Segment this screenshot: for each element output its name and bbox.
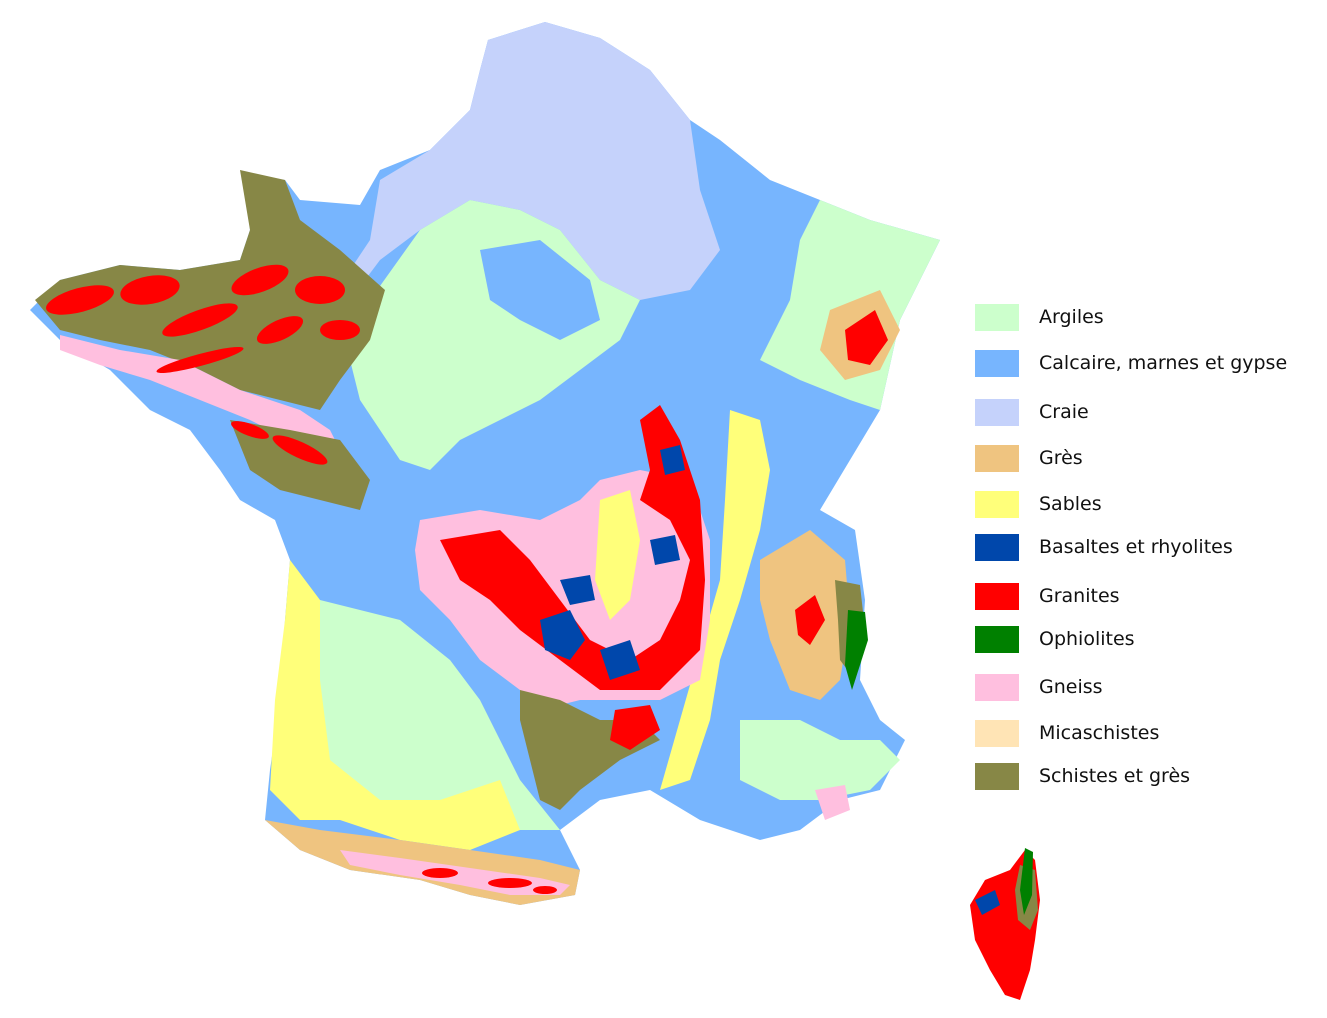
calcaire-paris-center	[480, 240, 600, 340]
ophiolites-alpes	[845, 610, 868, 690]
legend-label-ophiolites: Ophiolites	[1039, 628, 1135, 650]
legend-swatch-micaschistes	[975, 719, 1019, 747]
gneiss-bretagne	[60, 335, 350, 470]
sables-rhone	[660, 410, 770, 790]
legend-swatch-calcaire	[975, 349, 1019, 377]
legend-label-granites: Granites	[1039, 585, 1120, 607]
granites-bretagne	[46, 264, 360, 465]
legend-item-schistes: Schistes et grès	[975, 761, 1190, 791]
legend-item-calcaire: Calcaire, marnes et gypse	[975, 348, 1287, 378]
legend-swatch-sables	[975, 490, 1019, 518]
legend-label-schistes: Schistes et grès	[1039, 765, 1191, 787]
granites-vosges	[845, 310, 888, 365]
legend-item-gneiss: Gneiss	[975, 672, 1103, 702]
legend-item-craie: Craie	[975, 397, 1089, 427]
legend-swatch-basaltes	[975, 533, 1019, 561]
legend-label-calcaire: Calcaire, marnes et gypse	[1039, 352, 1288, 374]
legend-label-gres: Grès	[1039, 447, 1083, 469]
sables-landes	[270, 560, 520, 850]
legend-label-basaltes: Basaltes et rhyolites	[1039, 536, 1233, 558]
sables-limagne	[595, 490, 640, 620]
legend-item-ophiolites: Ophiolites	[975, 624, 1135, 654]
legend-swatch-argiles	[975, 303, 1019, 331]
granites-montagne-noire	[610, 705, 660, 750]
legend-item-micaschistes: Micaschistes	[975, 718, 1159, 748]
legend-label-craie: Craie	[1039, 401, 1089, 423]
corse-basaltes	[975, 890, 1000, 915]
legend-item-sables: Sables	[975, 489, 1102, 519]
schistes-vendee	[230, 420, 370, 510]
legend-label-gneiss: Gneiss	[1039, 676, 1103, 698]
granites-alpes	[795, 595, 825, 645]
schistes-bretagne	[35, 170, 385, 410]
legend-label-micaschistes: Micaschistes	[1039, 722, 1160, 744]
legend-item-basaltes: Basaltes et rhyolites	[975, 532, 1233, 562]
legend-swatch-gneiss	[975, 673, 1019, 701]
legend-swatch-gres	[975, 444, 1019, 472]
craie-paris-basin	[300, 22, 720, 390]
legend-label-sables: Sables	[1039, 493, 1102, 515]
granites-pyrenees	[422, 868, 557, 894]
corse-ophiolites	[1020, 848, 1033, 915]
argiles-provence	[740, 720, 900, 800]
argiles-aquitaine	[310, 600, 560, 830]
legend-item-gres: Grès	[975, 443, 1083, 473]
gneiss-maures	[815, 785, 850, 820]
legend-swatch-schistes	[975, 762, 1019, 790]
legend-item-argiles: Argiles	[975, 302, 1104, 332]
legend-label-argiles: Argiles	[1039, 306, 1104, 328]
basaltes-massif-central	[540, 445, 685, 680]
legend-swatch-ophiolites	[975, 625, 1019, 653]
legend-item-granites: Granites	[975, 581, 1120, 611]
legend-swatch-granites	[975, 582, 1019, 610]
legend-swatch-craie	[975, 398, 1019, 426]
